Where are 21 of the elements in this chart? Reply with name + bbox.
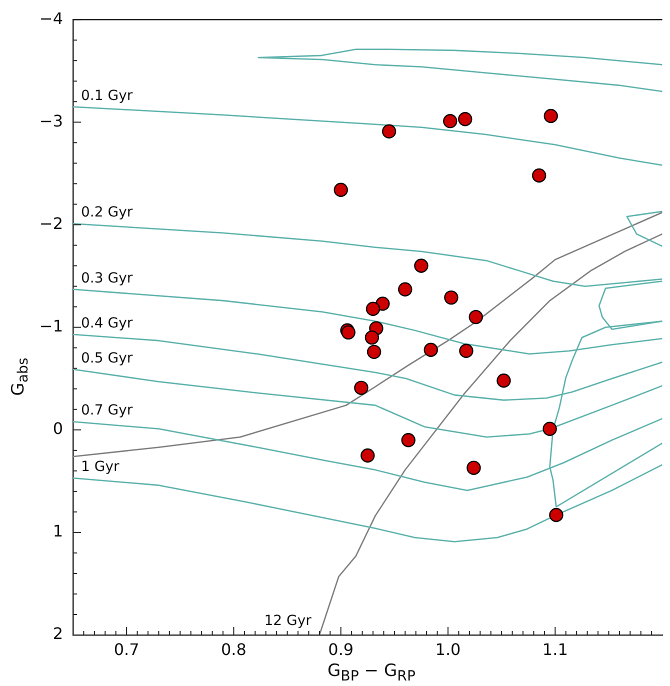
x-tick-label: 0.8 <box>220 640 246 659</box>
y-tick-label: 1 <box>52 522 63 541</box>
x-tick-label: 1.1 <box>542 640 568 659</box>
series-label: 1 Gyr <box>81 459 120 476</box>
y-tick-label: −4 <box>39 8 63 28</box>
x-tick-label: 1.0 <box>435 640 461 659</box>
y-tick-label: −1 <box>39 316 63 336</box>
x-tick-label: 0.7 <box>114 640 140 659</box>
series-label: 0.3 Gyr <box>81 270 133 286</box>
y-tick-label: −2 <box>39 214 63 233</box>
y-tick-label: −3 <box>39 111 63 130</box>
series-label: 0.2 Gyr <box>81 204 133 221</box>
y-tick-label: 2 <box>52 624 63 644</box>
series-label: 0.1 Gyr <box>81 88 133 104</box>
x-tick-label: 0.9 <box>328 640 354 659</box>
series-label: 0.5 Gyr <box>81 350 133 366</box>
series-label: 12 Gyr <box>264 613 312 629</box>
x-axis-title: G$_{BP}$ − G$_{RP}$ <box>326 661 417 684</box>
series-label: 0.4 Gyr <box>81 315 133 332</box>
y-tick-label: 0 <box>52 419 63 438</box>
series-label: 0.7 Gyr <box>81 402 133 419</box>
